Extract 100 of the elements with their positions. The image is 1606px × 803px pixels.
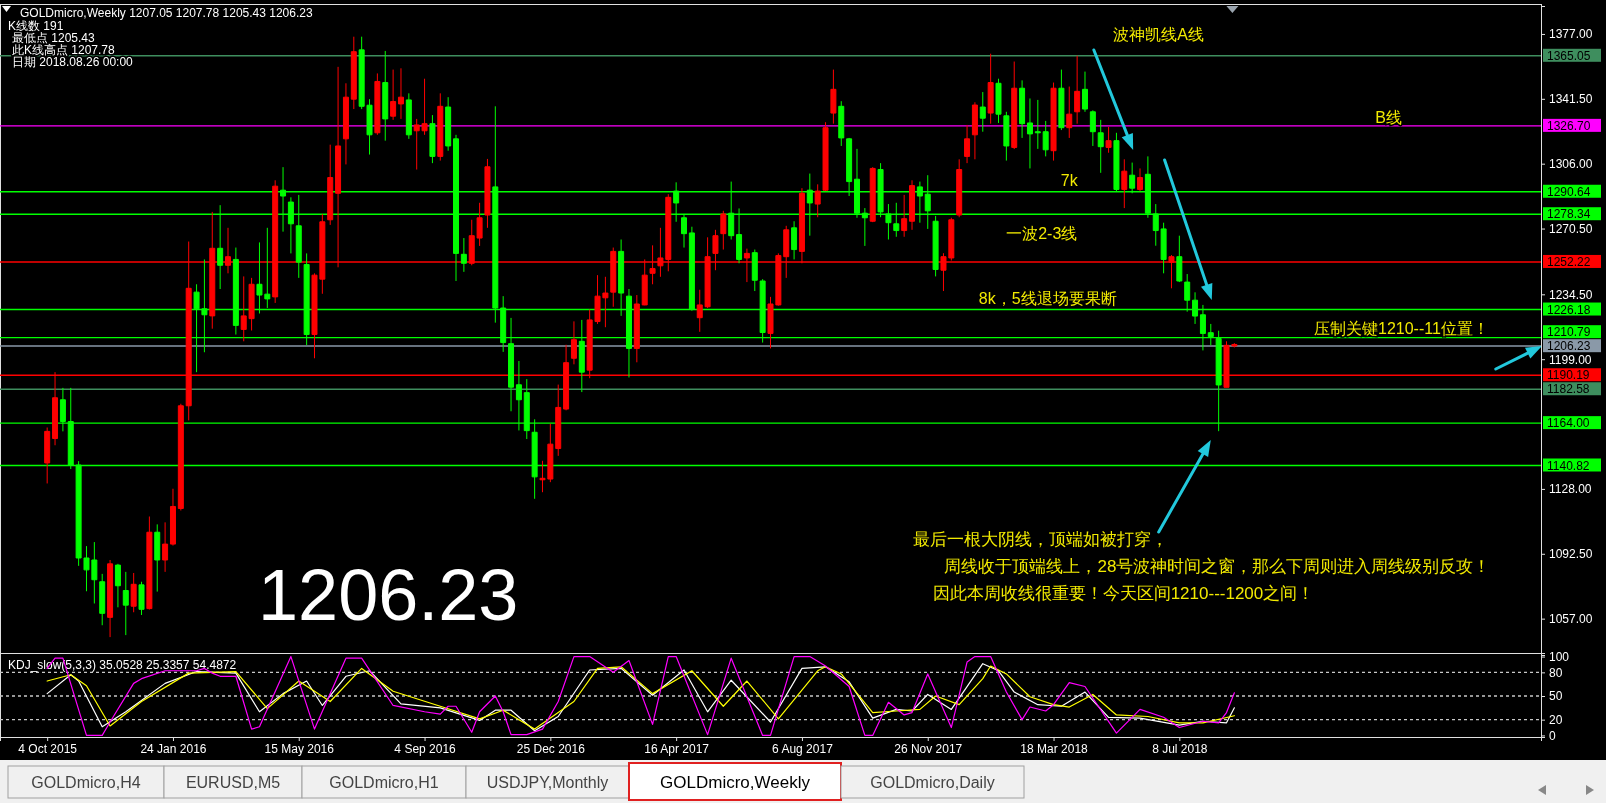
candlestick	[956, 158, 963, 218]
x-tick-label: 8 Jul 2018	[1152, 741, 1208, 756]
ref-line-label: 1365.05	[1547, 48, 1591, 63]
candlestick	[350, 36, 357, 110]
candlestick	[995, 78, 1002, 124]
candlestick	[1050, 82, 1057, 162]
x-tick-label: 26 Nov 2017	[894, 741, 963, 756]
annotation: 一波2-3线	[1006, 225, 1078, 242]
candlestick	[720, 210, 727, 251]
candlestick	[1137, 167, 1144, 192]
annotation: 7k	[1060, 172, 1079, 189]
y-tick-label: 1306.00	[1549, 157, 1593, 172]
candlestick	[1034, 99, 1041, 150]
y-tick-label: 0	[1549, 728, 1556, 743]
annotation: 1206.23	[258, 555, 519, 635]
candlestick	[382, 50, 389, 142]
x-tick-label: 24 Jan 2016	[140, 741, 207, 756]
candlestick	[397, 67, 404, 120]
y-tick-label: 1057.00	[1549, 611, 1593, 626]
annotation: 压制关键1210--11位置！	[1314, 320, 1489, 337]
candlestick	[107, 559, 114, 638]
candlestick	[1105, 126, 1112, 154]
candlestick	[1066, 86, 1073, 139]
y-tick-label: 20	[1549, 712, 1563, 727]
candlestick	[1011, 61, 1018, 150]
candlestick	[374, 72, 381, 136]
candlestick	[901, 194, 908, 238]
candlestick	[1081, 71, 1088, 113]
candlestick	[830, 69, 837, 125]
candlestick	[130, 572, 137, 613]
candlestick	[1042, 120, 1049, 157]
candlestick	[1026, 97, 1033, 169]
ref-line-label: 1290.64	[1547, 184, 1591, 199]
text: GOLDmicro,H4	[31, 774, 141, 791]
y-tick-label: 1234.50	[1549, 287, 1593, 302]
x-tick-label: 4 Oct 2015	[18, 741, 78, 756]
y-tick-label: 1199.00	[1549, 352, 1592, 367]
text: GOLDmicro,Daily	[870, 774, 995, 791]
x-tick-label: 6 Aug 2017	[772, 741, 834, 756]
candlestick	[791, 220, 798, 260]
candlestick	[1097, 119, 1104, 174]
ref-line-label: 1210.79	[1547, 325, 1591, 340]
annotation: 波神凯线A线	[1113, 26, 1205, 43]
candlestick	[1019, 79, 1026, 139]
annotation: K线数 191	[8, 19, 64, 33]
candlestick	[146, 516, 153, 611]
candlestick	[633, 294, 640, 363]
ref-line-label: 1140.82	[1547, 458, 1590, 473]
ref-line-label: 1182.58	[1547, 382, 1590, 397]
candlestick	[327, 144, 334, 226]
annotation: 此K线高点 1207.78	[12, 43, 116, 57]
candlestick	[437, 92, 444, 162]
x-tick-label: 25 Dec 2016	[516, 741, 586, 756]
annotation: 因此本周收线很重要！今天区间1210---1200之间！	[932, 584, 1315, 603]
ref-line-label: 1326.70	[1547, 119, 1591, 134]
candlestick	[460, 237, 467, 273]
candlestick	[964, 124, 971, 164]
y-tick-label: 1092.50	[1549, 547, 1593, 562]
candlestick	[1074, 55, 1081, 125]
annotation: 最后一根大阴线，顶端如被打穿，	[913, 530, 1168, 549]
x-tick-label: 4 Sep 2016	[394, 741, 457, 756]
candlestick	[44, 427, 51, 484]
candlestick	[177, 403, 184, 511]
candlestick	[138, 581, 145, 616]
candlestick	[987, 53, 994, 125]
y-tick-label: 1270.50	[1549, 221, 1593, 236]
text: USDJPY,Monthly	[486, 774, 609, 791]
candlestick	[1003, 111, 1010, 162]
candlestick	[484, 158, 491, 229]
candlestick	[99, 573, 106, 626]
x-tick-label: 18 Mar 2018	[1020, 741, 1089, 756]
ref-line-label: 1206.23	[1547, 339, 1591, 354]
candlestick	[122, 571, 129, 636]
candlestick	[1058, 69, 1065, 131]
y-tick-label: 1128.00	[1549, 482, 1592, 497]
candlestick	[971, 101, 978, 160]
y-tick-label: 100	[1549, 649, 1570, 664]
candlestick	[405, 92, 412, 140]
x-tick-label: 15 May 2016	[264, 741, 335, 756]
candlestick	[1121, 158, 1128, 209]
ref-line-label: 1190.19	[1547, 368, 1590, 383]
ref-line-label: 1164.00	[1547, 416, 1590, 431]
chart-title: GOLDmicro,Weekly 1207.05 1207.78 1205.43 1206.23	[20, 6, 313, 20]
ref-line-label: 1226.18	[1547, 302, 1591, 317]
x-tick-label: 16 Apr 2017	[644, 741, 710, 756]
candlestick	[162, 521, 169, 573]
text: GOLDmicro,H1	[329, 774, 439, 791]
candlestick	[869, 166, 876, 223]
text: GOLDmicro,Weekly	[660, 773, 811, 792]
candlestick	[979, 91, 986, 133]
candlestick	[342, 82, 349, 165]
y-tick-label: 50	[1549, 689, 1563, 704]
candlestick	[1176, 235, 1183, 283]
candlestick	[114, 563, 121, 608]
annotation: 周线收于顶端线上，28号波神时间之窗，那么下周则进入周线级别反攻！	[944, 557, 1491, 576]
annotation: 最低点 1205.43	[12, 31, 96, 45]
ref-line-label: 1278.34	[1547, 207, 1591, 222]
candlestick	[1089, 109, 1096, 147]
candlestick	[429, 114, 436, 164]
candlestick	[445, 96, 452, 152]
